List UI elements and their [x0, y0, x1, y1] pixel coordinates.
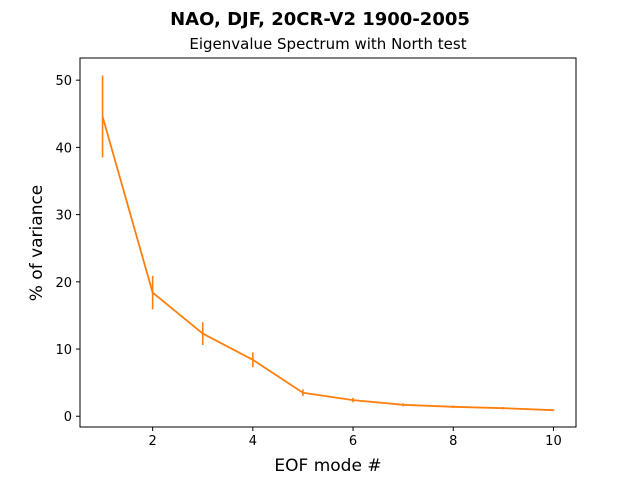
x-tick-label: 4 — [249, 434, 257, 449]
x-tick-label: 6 — [349, 434, 357, 449]
plot-frame — [79, 57, 577, 428]
y-axis-ticks: 0 10 20 30 40 50 — [55, 74, 80, 425]
series-group — [101, 75, 555, 412]
y-axis-label: % of variance — [27, 185, 47, 302]
y-tick-label: 0 — [64, 410, 72, 425]
chart-title: NAO, DJF, 20CR-V2 1900-2005 — [170, 9, 470, 30]
x-axis-ticks: 2 4 6 8 10 — [149, 427, 562, 449]
y-tick-label: 30 — [55, 209, 72, 224]
y-tick-label: 10 — [55, 343, 72, 358]
y-tick-label: 50 — [55, 74, 72, 89]
chart-subtitle: Eigenvalue Spectrum with North test — [189, 35, 466, 53]
y-tick-label: 20 — [55, 276, 72, 291]
y-tick-label: 40 — [55, 141, 72, 156]
variance-line — [101, 116, 554, 412]
x-tick-label: 2 — [149, 434, 157, 449]
x-axis-label: EOF mode # — [274, 456, 381, 476]
x-tick-label: 10 — [545, 434, 562, 449]
x-tick-label: 8 — [449, 434, 457, 449]
